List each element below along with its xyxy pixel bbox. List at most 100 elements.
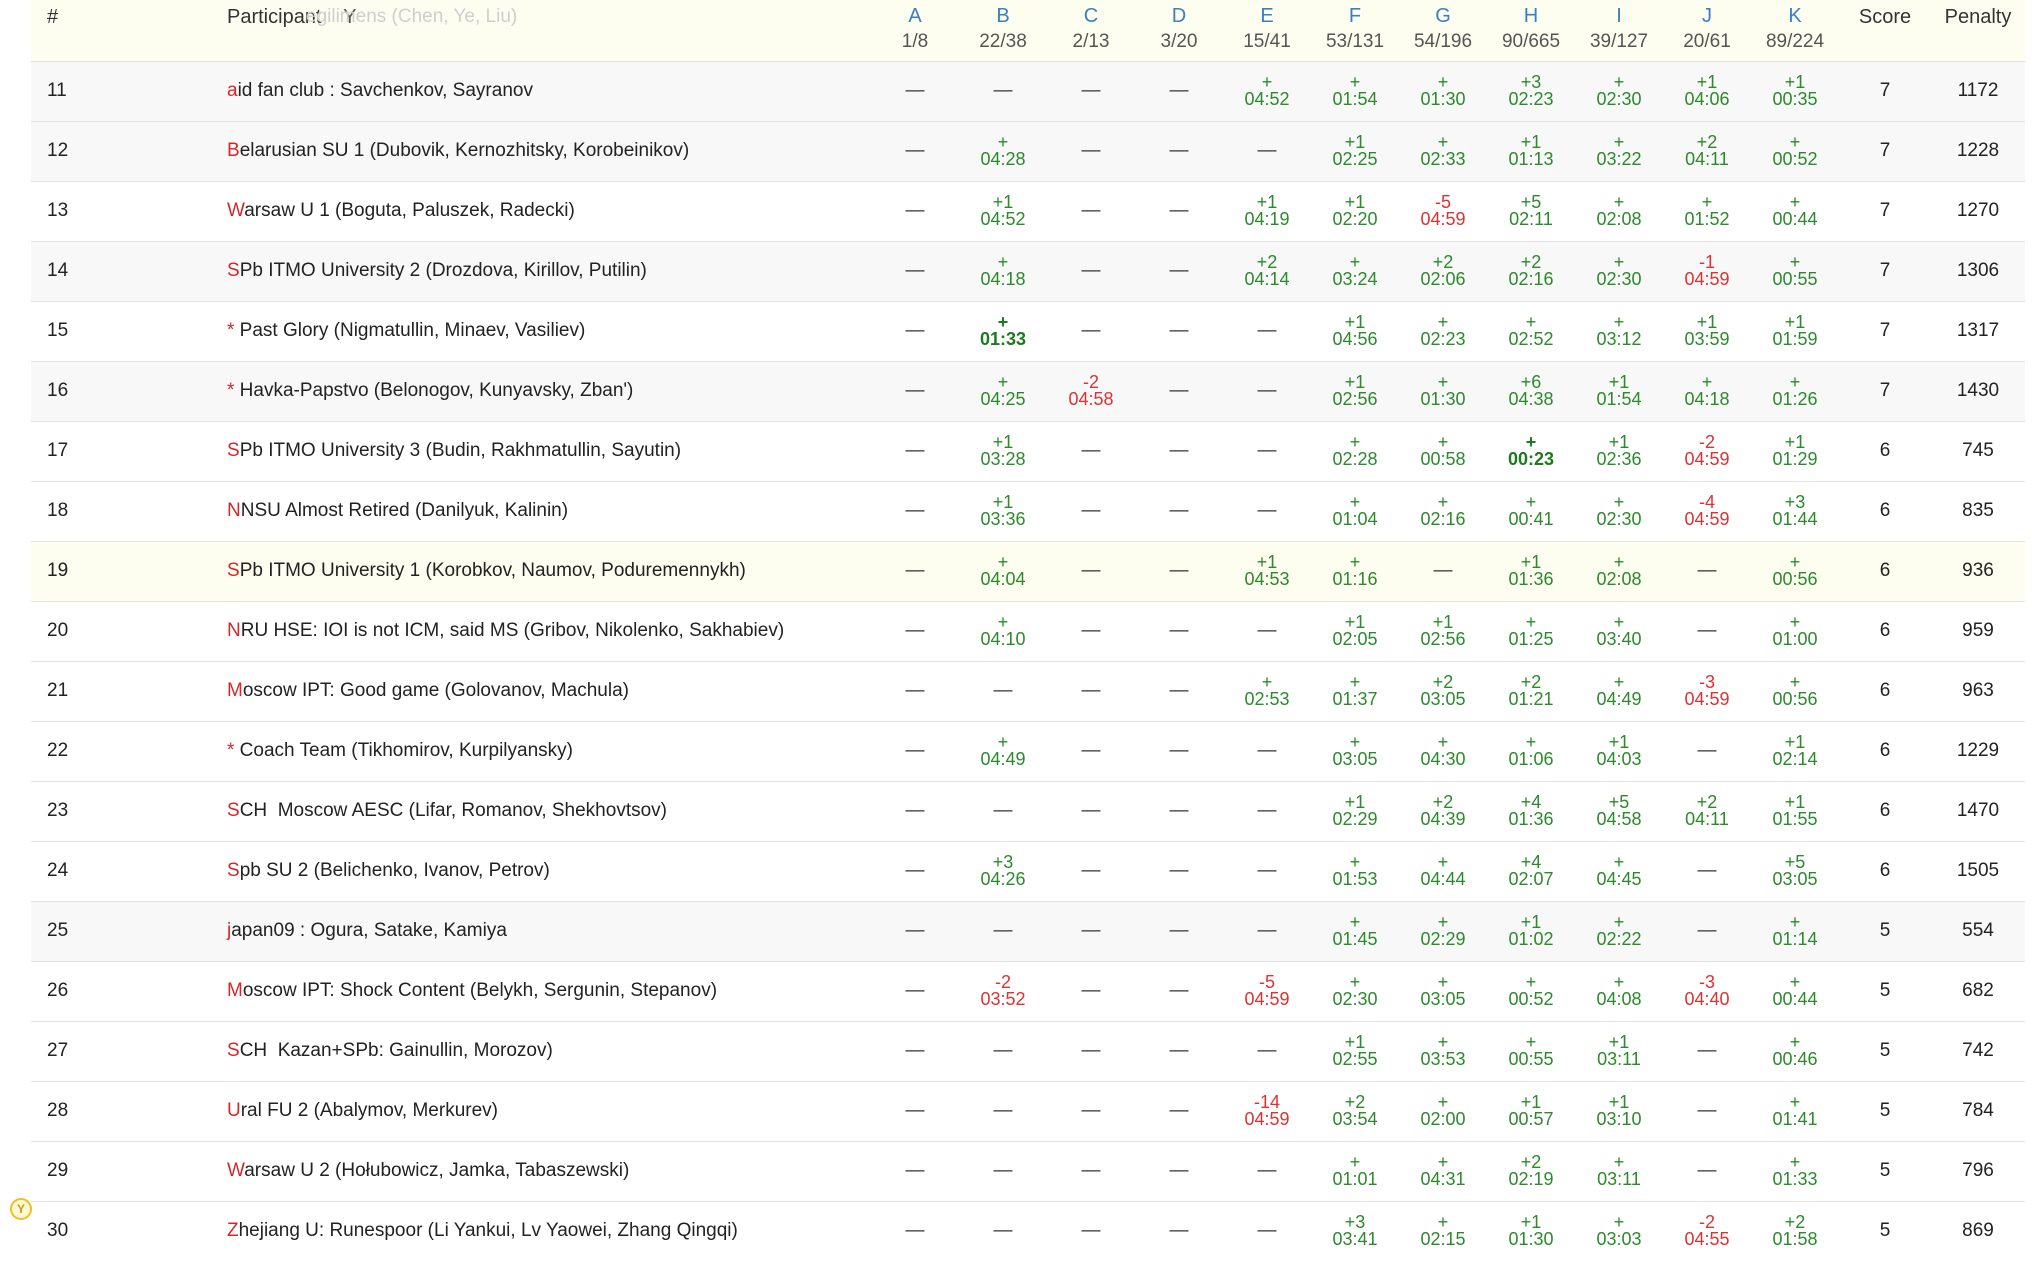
- problem-result-cell[interactable]: —: [871, 721, 959, 781]
- problem-result-cell[interactable]: —: [1399, 541, 1487, 601]
- table-row[interactable]: 15 * Past Glory (Nigmatullin, Minaev, Vas…: [31, 301, 2025, 361]
- problem-result-cell[interactable]: -2 03:52: [959, 961, 1047, 1021]
- problem-result-cell[interactable]: +02:30: [1575, 481, 1663, 541]
- problem-result-cell[interactable]: +3 02:23: [1487, 61, 1575, 121]
- problem-result-cell[interactable]: —: [871, 661, 959, 721]
- problem-result-cell[interactable]: —: [1047, 1081, 1135, 1141]
- problem-result-cell[interactable]: +00:44: [1751, 181, 1839, 241]
- problem-result-cell[interactable]: —: [1135, 361, 1223, 421]
- problem-result-cell[interactable]: +03:24: [1311, 241, 1399, 301]
- sort-indicator-icon[interactable]: Y: [343, 6, 357, 28]
- problem-result-cell[interactable]: —: [871, 601, 959, 661]
- problem-result-cell[interactable]: —: [1223, 421, 1311, 481]
- problem-result-cell[interactable]: -1 04:59: [1663, 241, 1751, 301]
- problem-result-cell[interactable]: —: [1047, 841, 1135, 901]
- participant-cell[interactable]: SCH Kazan+SPb: Gainullin, Morozov): [126, 1021, 871, 1081]
- problem-result-cell[interactable]: —: [1135, 961, 1223, 1021]
- participant-cell[interactable]: Warsaw U 2 (Hołubowicz, Jamka, Tabaszews…: [126, 1141, 871, 1201]
- problem-result-cell[interactable]: —: [959, 1021, 1047, 1081]
- problem-result-cell[interactable]: +00:58: [1399, 421, 1487, 481]
- problem-result-cell[interactable]: +02:16: [1399, 481, 1487, 541]
- problem-result-cell[interactable]: +2 01:21: [1487, 661, 1575, 721]
- problem-result-cell[interactable]: +1 01:02: [1487, 901, 1575, 961]
- problem-result-cell[interactable]: —: [1135, 301, 1223, 361]
- table-row[interactable]: 25 japan09 : Ogura, Satake, Kamiya — — — — — +0…: [31, 901, 2025, 961]
- problem-result-cell[interactable]: —: [1047, 241, 1135, 301]
- problem-result-cell[interactable]: —: [1135, 661, 1223, 721]
- problem-result-cell[interactable]: —: [1047, 781, 1135, 841]
- problem-result-cell[interactable]: +04:18: [1663, 361, 1751, 421]
- problem-result-cell[interactable]: +1 03:59: [1663, 301, 1751, 361]
- problem-header-b[interactable]: B 22/38: [959, 0, 1047, 61]
- participant-header[interactable]: Participant Y egilimens (Chen, Ye, Liu): [126, 0, 871, 61]
- problem-result-cell[interactable]: +04:31: [1399, 1141, 1487, 1201]
- problem-result-cell[interactable]: +00:52: [1751, 121, 1839, 181]
- problem-result-cell[interactable]: +2 03:54: [1311, 1081, 1399, 1141]
- problem-result-cell[interactable]: —: [1223, 121, 1311, 181]
- problem-result-cell[interactable]: +1 02:55: [1311, 1021, 1399, 1081]
- problem-result-cell[interactable]: +02:08: [1575, 541, 1663, 601]
- participant-cell[interactable]: NNSU Almost Retired (Danilyuk, Kalinin): [126, 481, 871, 541]
- table-row[interactable]: 26 Moscow IPT: Shock Content (Belykh, Ser…: [31, 961, 2025, 1021]
- problem-result-cell[interactable]: —: [1047, 541, 1135, 601]
- problem-result-cell[interactable]: +00:23: [1487, 421, 1575, 481]
- problem-result-cell[interactable]: —: [1047, 721, 1135, 781]
- problem-result-cell[interactable]: +03:53: [1399, 1021, 1487, 1081]
- problem-result-cell[interactable]: —: [871, 421, 959, 481]
- problem-result-cell[interactable]: +1 03:10: [1575, 1081, 1663, 1141]
- problem-result-cell[interactable]: —: [1135, 1081, 1223, 1141]
- problem-result-cell[interactable]: —: [1223, 361, 1311, 421]
- problem-result-cell[interactable]: +02:53: [1223, 661, 1311, 721]
- problem-result-cell[interactable]: +02:23: [1399, 301, 1487, 361]
- problem-result-cell[interactable]: -5 04:59: [1399, 181, 1487, 241]
- participant-cell[interactable]: SPb ITMO University 1 (Korobkov, Naumov,…: [126, 541, 871, 601]
- problem-result-cell[interactable]: —: [1223, 901, 1311, 961]
- table-row[interactable]: 18 NNSU Almost Retired (Danilyuk, Kalinin…: [31, 481, 2025, 541]
- problem-result-cell[interactable]: —: [1047, 661, 1135, 721]
- problem-header-j[interactable]: J 20/61: [1663, 0, 1751, 61]
- problem-result-cell[interactable]: —: [1135, 241, 1223, 301]
- problem-result-cell[interactable]: +1 00:57: [1487, 1081, 1575, 1141]
- problem-result-cell[interactable]: +1 01:55: [1751, 781, 1839, 841]
- problem-result-cell[interactable]: +1 02:05: [1311, 601, 1399, 661]
- problem-result-cell[interactable]: +03:22: [1575, 121, 1663, 181]
- problem-result-cell[interactable]: —: [1135, 481, 1223, 541]
- problem-result-cell[interactable]: +00:56: [1751, 661, 1839, 721]
- problem-result-cell[interactable]: +00:55: [1751, 241, 1839, 301]
- table-row[interactable]: 19 SPb ITMO University 1 (Korobkov, Naumo…: [31, 541, 2025, 601]
- problem-result-cell[interactable]: —: [871, 961, 959, 1021]
- problem-header-h[interactable]: H 90/665: [1487, 0, 1575, 61]
- participant-cell[interactable]: aid fan club : Savchenkov, Sayranov: [126, 61, 871, 121]
- problem-result-cell[interactable]: +1 01:59: [1751, 301, 1839, 361]
- participant-cell[interactable]: SPb ITMO University 3 (Budin, Rakhmatull…: [126, 421, 871, 481]
- problem-result-cell[interactable]: +1 03:36: [959, 481, 1047, 541]
- problem-result-cell[interactable]: +2 01:58: [1751, 1201, 1839, 1261]
- participant-cell[interactable]: Moscow IPT: Shock Content (Belykh, Sergu…: [126, 961, 871, 1021]
- problem-result-cell[interactable]: +04:10: [959, 601, 1047, 661]
- problem-result-cell[interactable]: —: [1047, 61, 1135, 121]
- participant-cell[interactable]: * Havka-Papstvo (Belonogov, Kunyavsky, Z…: [126, 361, 871, 421]
- problem-result-cell[interactable]: —: [1135, 181, 1223, 241]
- table-row[interactable]: 16 * Havka-Papstvo (Belonogov, Kunyavsky,…: [31, 361, 2025, 421]
- problem-result-cell[interactable]: —: [871, 1021, 959, 1081]
- problem-result-cell[interactable]: —: [1047, 421, 1135, 481]
- problem-result-cell[interactable]: +00:46: [1751, 1021, 1839, 1081]
- problem-result-cell[interactable]: +1 02:36: [1575, 421, 1663, 481]
- problem-result-cell[interactable]: +2 04:14: [1223, 241, 1311, 301]
- problem-result-cell[interactable]: +04:52: [1223, 61, 1311, 121]
- problem-result-cell[interactable]: —: [871, 541, 959, 601]
- problem-result-cell[interactable]: -4 04:59: [1663, 481, 1751, 541]
- problem-result-cell[interactable]: —: [959, 661, 1047, 721]
- problem-result-cell[interactable]: -2 04:59: [1663, 421, 1751, 481]
- problem-result-cell[interactable]: —: [1135, 541, 1223, 601]
- problem-result-cell[interactable]: +04:49: [959, 721, 1047, 781]
- problem-result-cell[interactable]: +02:22: [1575, 901, 1663, 961]
- problem-result-cell[interactable]: —: [1223, 721, 1311, 781]
- problem-result-cell[interactable]: +01:54: [1311, 61, 1399, 121]
- problem-header-g[interactable]: G 54/196: [1399, 0, 1487, 61]
- problem-result-cell[interactable]: +2 02:16: [1487, 241, 1575, 301]
- problem-result-cell[interactable]: +3 01:44: [1751, 481, 1839, 541]
- problem-result-cell[interactable]: +03:11: [1575, 1141, 1663, 1201]
- problem-result-cell[interactable]: +02:33: [1399, 121, 1487, 181]
- problem-result-cell[interactable]: —: [1135, 61, 1223, 121]
